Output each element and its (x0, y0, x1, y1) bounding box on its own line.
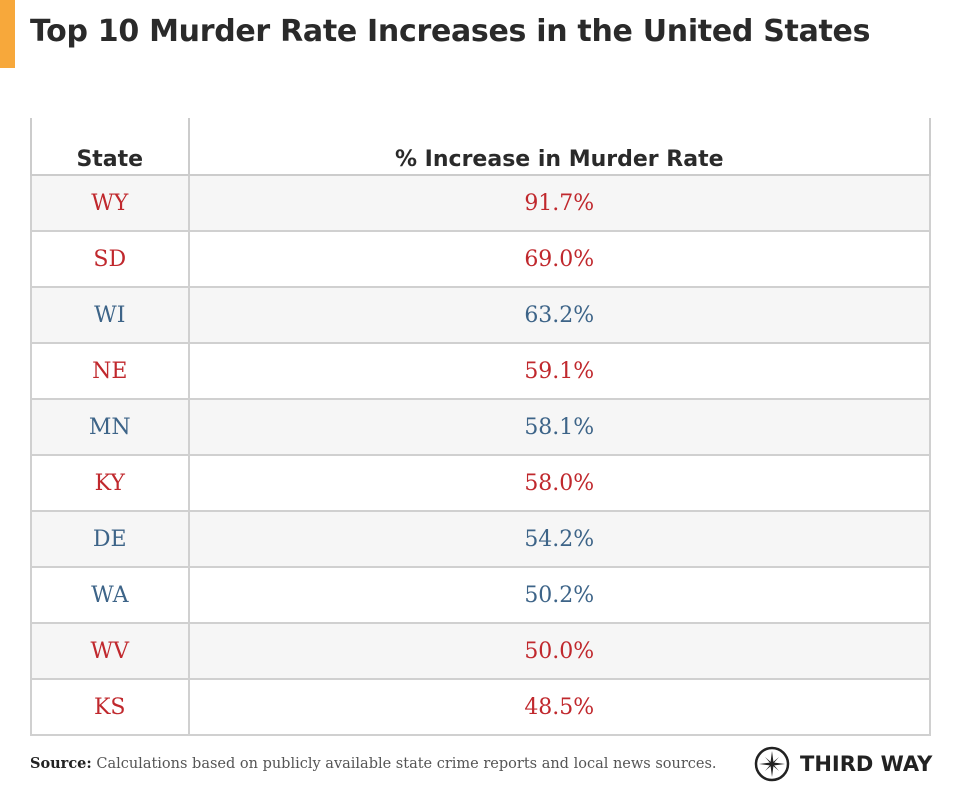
increase-cell: 48.5% (187, 678, 932, 736)
increase-cell: 69.0% (187, 230, 932, 288)
increase-cell: 50.0% (187, 622, 932, 680)
source-label: Source: (30, 755, 92, 772)
compass-icon (754, 746, 790, 782)
table-row: WY 91.7% (30, 174, 932, 232)
increase-cell: 58.1% (187, 398, 932, 456)
state-cell: WV (30, 622, 190, 680)
source-text: Calculations based on publicly available… (91, 756, 717, 772)
data-table: State % Increase in Murder Rate WY 91.7% S… (30, 118, 932, 736)
page-title: Top 10 Murder Rate Increases in the Unit… (30, 14, 871, 49)
table-row: SD 69.0% (30, 230, 932, 288)
increase-cell: 54.2% (187, 510, 932, 568)
table-row: WV 50.0% (30, 622, 932, 680)
increase-cell: 63.2% (187, 286, 932, 344)
table-row: KY 58.0% (30, 454, 932, 512)
state-cell: WI (30, 286, 190, 344)
header-state: State (30, 118, 190, 176)
source-note: Source: Calculations based on publicly a… (30, 755, 717, 772)
state-cell: WY (30, 174, 190, 232)
header-increase: % Increase in Murder Rate (187, 118, 932, 176)
state-cell: WA (30, 566, 190, 624)
third-way-logo: THIRD WAY (754, 746, 932, 782)
table-row: WI 63.2% (30, 286, 932, 344)
state-cell: SD (30, 230, 190, 288)
table-row: NE 59.1% (30, 342, 932, 400)
state-cell: DE (30, 510, 190, 568)
state-cell: MN (30, 398, 190, 456)
table-row: KS 48.5% (30, 678, 932, 736)
increase-cell: 50.2% (187, 566, 932, 624)
logo-text: THIRD WAY (800, 752, 933, 776)
table-row: DE 54.2% (30, 510, 932, 568)
table-row: MN 58.1% (30, 398, 932, 456)
state-cell: KS (30, 678, 190, 736)
increase-cell: 59.1% (187, 342, 932, 400)
state-cell: NE (30, 342, 190, 400)
table-row: WA 50.2% (30, 566, 932, 624)
increase-cell: 91.7% (187, 174, 932, 232)
increase-cell: 58.0% (187, 454, 932, 512)
accent-bar (0, 0, 15, 68)
state-cell: KY (30, 454, 190, 512)
